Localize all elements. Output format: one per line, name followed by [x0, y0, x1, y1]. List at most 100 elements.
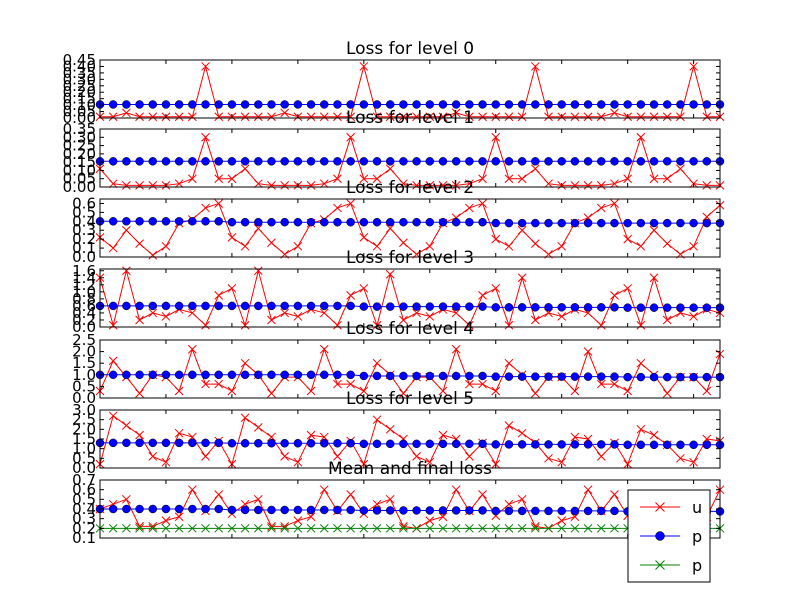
- data-point: [425, 506, 435, 515]
- data-point: [188, 504, 197, 514]
- data-point: [438, 371, 448, 381]
- data-point: [596, 320, 606, 330]
- data-point: [689, 157, 698, 166]
- data-point: [544, 100, 553, 109]
- data-point: [201, 100, 210, 109]
- data-point: [570, 180, 580, 190]
- data-point: [227, 505, 237, 515]
- data-point: [293, 312, 303, 321]
- data-point: [135, 315, 144, 325]
- data-point: [478, 302, 487, 311]
- data-point: [333, 523, 342, 533]
- y-tick-label: 0.25: [63, 137, 96, 155]
- data-point: [372, 100, 382, 109]
- legend-label: u: [692, 498, 702, 517]
- y-tick-label: 1.0: [72, 283, 96, 301]
- data-point: [148, 523, 158, 533]
- data-point: [517, 174, 527, 184]
- data-point: [267, 180, 276, 190]
- data-point: [385, 269, 395, 279]
- data-point: [108, 112, 118, 122]
- data-point: [399, 371, 408, 381]
- data-point: [530, 389, 540, 398]
- series-2: [95, 523, 725, 533]
- data-point: [412, 452, 421, 461]
- data-point: [280, 505, 289, 515]
- data-point: [412, 506, 421, 515]
- data-point: [557, 523, 567, 533]
- data-point: [517, 506, 527, 516]
- data-point: [530, 62, 540, 71]
- data-point: [465, 112, 474, 122]
- data-point: [122, 438, 131, 448]
- data-point: [557, 506, 566, 516]
- data-point: [385, 217, 395, 227]
- data-point: [636, 358, 646, 368]
- data-point: [359, 386, 369, 396]
- data-point: [201, 217, 210, 226]
- data-point: [465, 452, 474, 461]
- y-tick-label: 0.5: [72, 377, 96, 395]
- legend-marker: [655, 531, 665, 541]
- data-point: [399, 523, 408, 533]
- data-point: [240, 358, 250, 368]
- data-point: [438, 430, 448, 440]
- data-point: [425, 457, 435, 467]
- data-point: [504, 440, 514, 449]
- data-point: [174, 512, 184, 522]
- y-tick-label: 0.15: [63, 153, 96, 171]
- data-point: [306, 370, 316, 380]
- data-point: [161, 217, 171, 226]
- data-point: [649, 273, 659, 283]
- data-point: [412, 100, 421, 109]
- y-tick-label: 0.05: [63, 103, 96, 121]
- data-point: [201, 523, 210, 533]
- data-point: [517, 157, 527, 166]
- data-point: [425, 439, 435, 449]
- data-point: [438, 217, 448, 227]
- data-point: [662, 112, 672, 122]
- data-point: [280, 301, 289, 311]
- data-point: [254, 301, 263, 311]
- data-point: [385, 494, 395, 504]
- data-point: [306, 112, 316, 122]
- data-point: [280, 100, 289, 109]
- data-point: [161, 301, 171, 311]
- data-point: [504, 372, 514, 381]
- data-point: [254, 100, 263, 109]
- data-point: [214, 370, 223, 380]
- data-point: [517, 218, 527, 228]
- data-point: [214, 217, 223, 226]
- data-point: [636, 132, 646, 142]
- subplot-title: Loss for level 5: [346, 389, 474, 409]
- data-point: [108, 157, 118, 166]
- data-point: [148, 180, 158, 190]
- data-point: [451, 180, 461, 190]
- axes-frame: [99, 198, 721, 258]
- data-point: [465, 302, 474, 311]
- data-point: [293, 100, 303, 109]
- data-point: [319, 112, 329, 122]
- data-point: [122, 301, 131, 311]
- data-point: [610, 291, 619, 300]
- data-point: [188, 157, 197, 166]
- data-point: [530, 164, 540, 174]
- data-point: [108, 179, 118, 189]
- data-point: [451, 506, 461, 515]
- data-point: [135, 217, 144, 226]
- data-point: [214, 157, 223, 166]
- axes-frame: [99, 339, 721, 399]
- data-point: [702, 218, 712, 228]
- data-point: [240, 164, 250, 174]
- data-point: [333, 174, 342, 184]
- y-tick-label: 1.6: [72, 262, 96, 280]
- data-point: [214, 174, 224, 184]
- data-point: [320, 301, 329, 311]
- data-point: [517, 440, 527, 449]
- data-point: [148, 452, 158, 461]
- data-point: [438, 157, 448, 166]
- data-point: [161, 504, 171, 514]
- data-point: [148, 100, 158, 109]
